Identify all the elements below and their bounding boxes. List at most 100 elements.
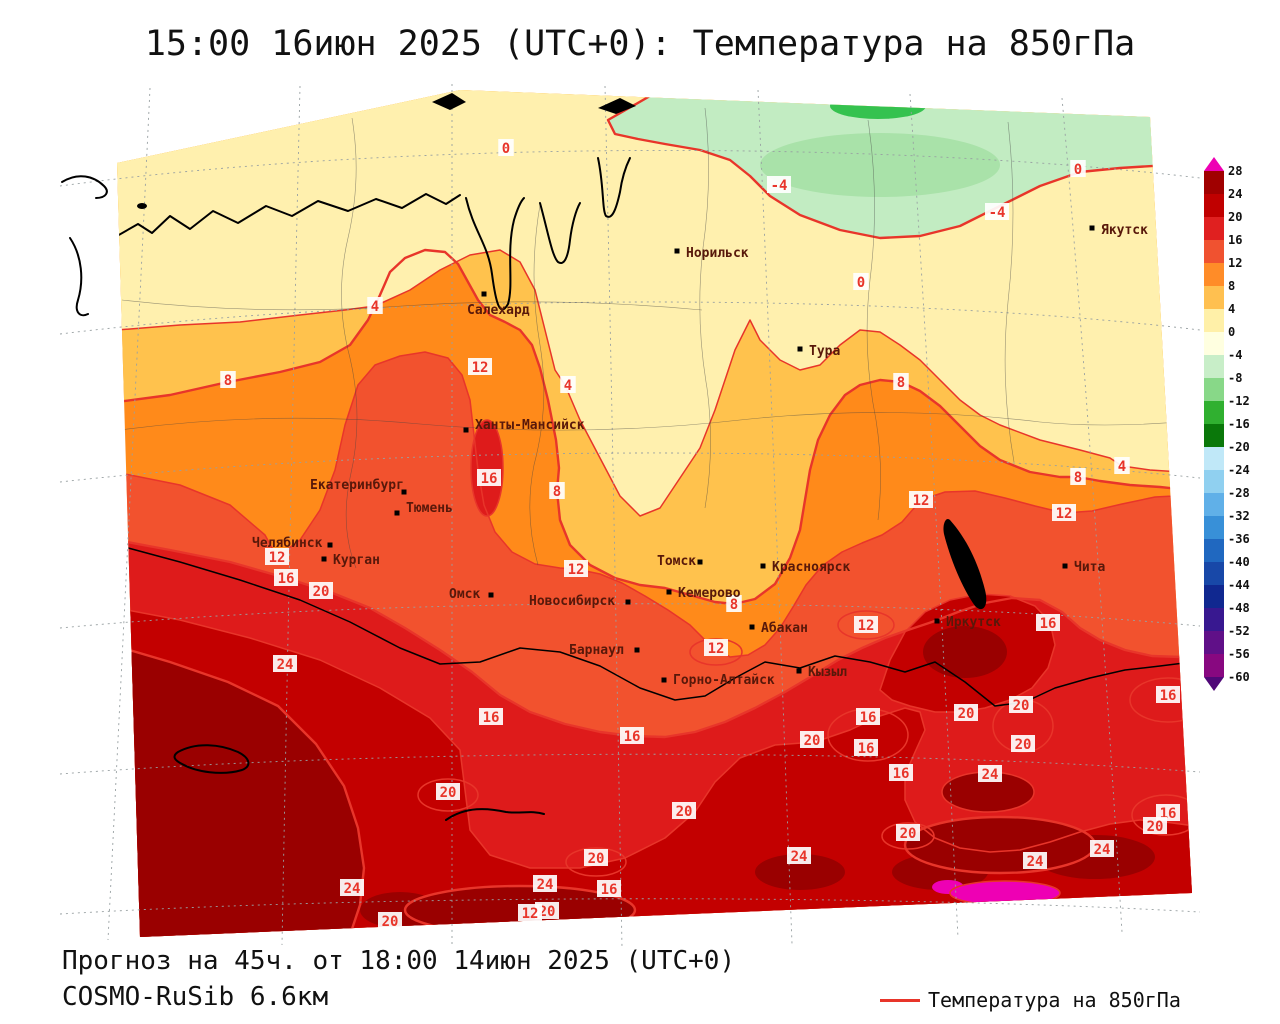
colorbar-segment — [1204, 378, 1224, 401]
city-marker — [401, 489, 407, 495]
contour-label-bg — [1070, 468, 1086, 485]
contour-value-label: -4 — [989, 205, 1006, 221]
contour-label-bg — [954, 704, 978, 721]
lake-baikal — [943, 518, 987, 610]
contour-label-bg — [597, 880, 621, 897]
contour-label-bg — [479, 708, 503, 725]
colorbar: 28 24 20 16 12 8 4 0 -4 -8 -12 -16 -20 -24 -28 -32 -36 -4… — [1204, 157, 1262, 691]
colorbar-tick-label: 28 — [1228, 164, 1243, 178]
city-marker — [463, 427, 469, 433]
city-label: Салехард — [467, 303, 530, 318]
city-label: Курган — [333, 553, 380, 568]
colorbar-segment — [1204, 493, 1224, 516]
contour-value-label: 16 — [1160, 688, 1177, 704]
colorbar-tick-label: -56 — [1228, 647, 1250, 661]
colorbar-tick-label: -8 — [1228, 371, 1243, 385]
contour-value-label: 8 — [224, 373, 232, 389]
contour-label-bg — [367, 297, 383, 314]
city-marker — [321, 556, 327, 562]
colorbar-segments — [1204, 171, 1224, 677]
colorbar-tick-label: -60 — [1228, 670, 1250, 684]
city-label: Кызыл — [808, 665, 847, 680]
colorbar-tick-label: -4 — [1228, 348, 1243, 362]
contour-label-bg — [854, 616, 878, 633]
contour-value-label: 20 — [1013, 698, 1030, 714]
colorbar-segment — [1204, 286, 1224, 309]
contour-value-label: 20 — [382, 914, 399, 930]
contour-value-label: 20 — [1147, 819, 1164, 835]
colorbar-segment — [1204, 585, 1224, 608]
legend-line-sample — [880, 998, 920, 1002]
city-marker — [394, 510, 400, 516]
city-label: Горно-Алтайск — [673, 673, 775, 688]
page-title: 15:00 16июн 2025 (UTC+0): Температура на… — [144, 24, 1136, 64]
contour-value-label: 24 — [344, 881, 361, 897]
colorbar-segment — [1204, 263, 1224, 286]
city-marker — [1089, 225, 1095, 231]
contour-label-bg — [726, 595, 742, 612]
contour-value-label: 8 — [553, 484, 561, 500]
city-label: Иркутск — [946, 615, 1001, 630]
contour-value-label: 20 — [958, 706, 975, 722]
contour-value-label: 12 — [568, 562, 585, 578]
contour-value-label: -4 — [771, 178, 788, 194]
city-label: Якутск — [1101, 223, 1148, 238]
colorbar-tick-label: 24 — [1228, 187, 1243, 201]
contour-value-label: 16 — [893, 766, 910, 782]
lake-outline — [173, 744, 250, 774]
contour-value-label: 16 — [858, 741, 875, 757]
colorbar-segment — [1204, 194, 1224, 217]
colorbar-segment — [1204, 217, 1224, 240]
city-marker — [674, 248, 680, 254]
contour-value-label: 24 — [277, 657, 294, 673]
contour-value-label: 16 — [481, 471, 498, 487]
temperature-field — [117, 90, 1192, 937]
contour-value-label: 8 — [1074, 470, 1082, 486]
contour-label-bg — [853, 273, 869, 290]
colorbar-tick-label: -32 — [1228, 509, 1250, 523]
coastlines — [61, 93, 987, 821]
colorbar-arrow-up-icon — [1204, 157, 1224, 171]
colorbar-segment — [1204, 631, 1224, 654]
contour-label-bg — [985, 203, 1009, 220]
contour-value-label: 4 — [1118, 459, 1126, 475]
contour-label-bg — [584, 849, 608, 866]
colorbar-segment — [1204, 608, 1224, 631]
contour-value-label: 20 — [1015, 737, 1032, 753]
contour-value-label: 4 — [371, 299, 379, 315]
city-label: Томск — [657, 554, 696, 569]
contour-label-bg — [533, 875, 557, 892]
colorbar-tick-label: 8 — [1228, 279, 1236, 293]
contour-label-bg — [477, 469, 501, 486]
colorbar-segment — [1204, 562, 1224, 585]
contour-value-label: 0 — [857, 275, 865, 291]
contour-label-bg — [1052, 504, 1076, 521]
island — [432, 93, 466, 110]
contour-label-bg — [340, 879, 364, 896]
contour-label-bg — [1143, 817, 1167, 834]
city-marker — [634, 647, 640, 653]
colorbar-tick-labels: 28 24 20 16 12 8 4 0 -4 -8 -12 -16 -20 -24 -28 -32 -36 -4… — [1228, 164, 1262, 691]
contour-value-label: 20 — [676, 804, 693, 820]
city-marker — [481, 291, 487, 297]
contour-label-bg — [564, 560, 588, 577]
contour-value-label: 8 — [897, 375, 905, 391]
colorbar-segment — [1204, 309, 1224, 332]
contour-value-label: 20 — [588, 851, 605, 867]
colorbar-tick-label: -24 — [1228, 463, 1250, 477]
contour-value-label: 24 — [791, 849, 808, 865]
forecast-info: Прогноз на 45ч. от 18:00 14июн 2025 (UTC… — [62, 946, 736, 976]
contour-value-label: 16 — [1040, 616, 1057, 632]
contour-label-bg — [274, 569, 298, 586]
contour-label-bg — [378, 912, 402, 929]
colorbar-segment — [1204, 539, 1224, 562]
colorbar-segment — [1204, 332, 1224, 355]
contour-label-bg — [1036, 614, 1060, 631]
contour-label-bg — [896, 824, 920, 841]
contour-label-bg — [787, 847, 811, 864]
colorbar-tick-label: 0 — [1228, 325, 1236, 339]
contour-label-bg — [1023, 852, 1047, 869]
colorbar-tick-label: -40 — [1228, 555, 1250, 569]
contour-value-label: 16 — [601, 882, 618, 898]
contour-value-label: 12 — [708, 641, 725, 657]
